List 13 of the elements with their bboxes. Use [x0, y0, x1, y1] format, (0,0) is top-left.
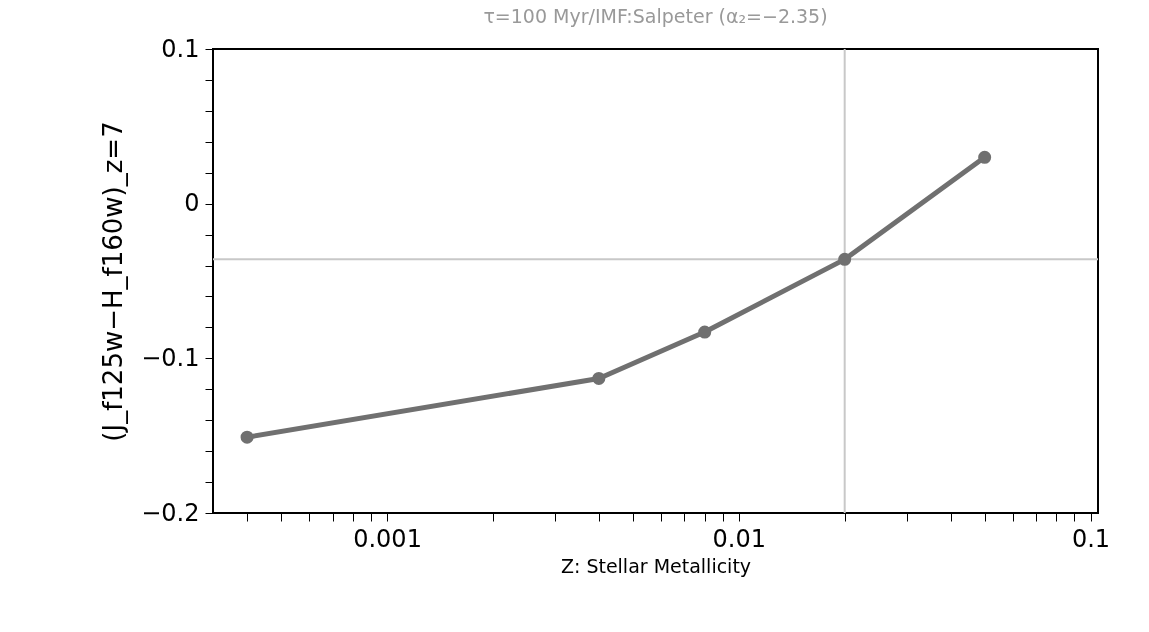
- y-tick-label: 0.1: [161, 34, 200, 63]
- point: [698, 325, 712, 339]
- y-tick-label: 0: [184, 189, 200, 218]
- y-axis-title: (J_f125w−H_f160w)_z=7: [98, 121, 129, 442]
- chart-title: τ=100 Myr/IMF:Salpeter (α₂=−2.35): [483, 5, 828, 27]
- point: [978, 150, 992, 164]
- x-tick-label: 0.01: [712, 524, 767, 553]
- point: [838, 252, 852, 266]
- x-tick-label: 0.001: [353, 524, 422, 553]
- x-tick-label: 0.1: [1071, 524, 1111, 553]
- x-axis-title: Z: Stellar Metallicity: [560, 554, 752, 577]
- y-tick-label: −0.1: [141, 343, 200, 372]
- y-tick-label: −0.2: [141, 498, 200, 527]
